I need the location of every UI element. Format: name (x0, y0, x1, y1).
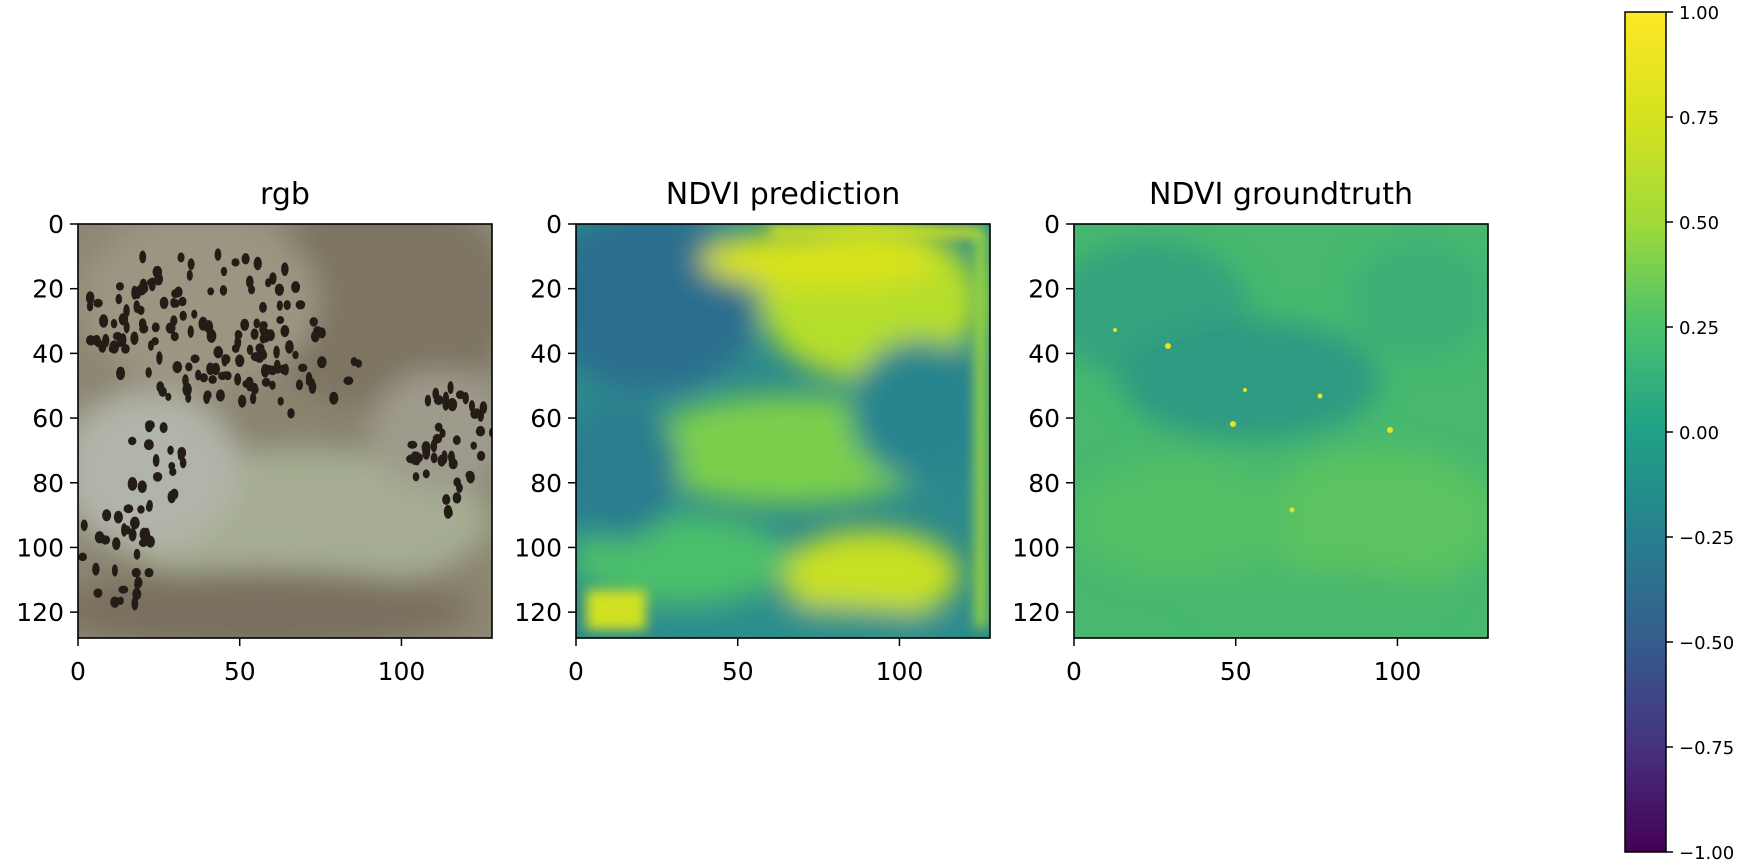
x-tick-label: 50 (722, 657, 754, 686)
x-tick-label: 0 (568, 657, 584, 686)
x-tick-label: 100 (1374, 657, 1422, 686)
y-tick-label: 40 (530, 339, 562, 368)
y-tick-label: 20 (32, 275, 64, 304)
y-tick-label: 80 (32, 469, 64, 498)
x-tick-label: 50 (224, 657, 256, 686)
rgb-image (78, 224, 492, 638)
colorbar (1624, 11, 1667, 853)
x-tick-label: 0 (70, 657, 86, 686)
colorbar-tick-label: 1.00 (1679, 3, 1719, 24)
rgb-title: rgb (260, 177, 310, 212)
y-tick-label: 100 (514, 533, 562, 562)
y-tick-label: 60 (530, 404, 562, 433)
y-tick-label: 80 (530, 469, 562, 498)
ndvi-groundtruth-image (1074, 224, 1488, 638)
colorbar-tick-label: 0.50 (1679, 213, 1719, 234)
colorbar-tick-label: −0.75 (1679, 738, 1734, 759)
prediction-frame (575, 223, 991, 639)
colorbar-tick-label: −0.50 (1679, 633, 1734, 654)
prediction-title: NDVI prediction (666, 177, 900, 212)
colorbar-tick-label: −0.25 (1679, 528, 1734, 549)
y-tick-label: 60 (1028, 404, 1060, 433)
y-tick-label: 100 (1012, 533, 1060, 562)
y-tick-label: 100 (16, 533, 64, 562)
y-tick-label: 20 (530, 275, 562, 304)
y-tick-label: 120 (1012, 598, 1060, 627)
rgb-frame (77, 223, 493, 639)
x-tick-label: 50 (1220, 657, 1252, 686)
ndvi-prediction-image (576, 224, 990, 638)
y-tick-label: 0 (1044, 210, 1060, 239)
x-tick-label: 100 (378, 657, 426, 686)
y-tick-label: 0 (48, 210, 64, 239)
colorbar-ticks: 1.00 0.75 0.50 0.25 0.00 −0.25 −0.50 −0.75 −1.00 (1666, 3, 1734, 864)
y-tick-label: 60 (32, 404, 64, 433)
y-tick-label: 0 (546, 210, 562, 239)
axes-layer: 0 50 100 0 20 40 60 80 100 120 0 50 100 0 20 40 60 80 100 1… (16, 210, 1421, 686)
y-tick-label: 80 (1028, 469, 1060, 498)
y-tick-label: 120 (514, 598, 562, 627)
groundtruth-title: NDVI groundtruth (1149, 177, 1413, 212)
y-tick-label: 120 (16, 598, 64, 627)
x-tick-label: 0 (1066, 657, 1082, 686)
colorbar-tick-label: −1.00 (1679, 843, 1734, 864)
colorbar-tick-label: 0.00 (1679, 423, 1719, 444)
x-tick-label: 100 (876, 657, 924, 686)
colorbar-tick-label: 0.75 (1679, 108, 1719, 129)
groundtruth-frame (1073, 223, 1489, 639)
colorbar-tick-label: 0.25 (1679, 318, 1719, 339)
y-tick-label: 40 (32, 339, 64, 368)
y-tick-label: 40 (1028, 339, 1060, 368)
y-tick-label: 20 (1028, 275, 1060, 304)
